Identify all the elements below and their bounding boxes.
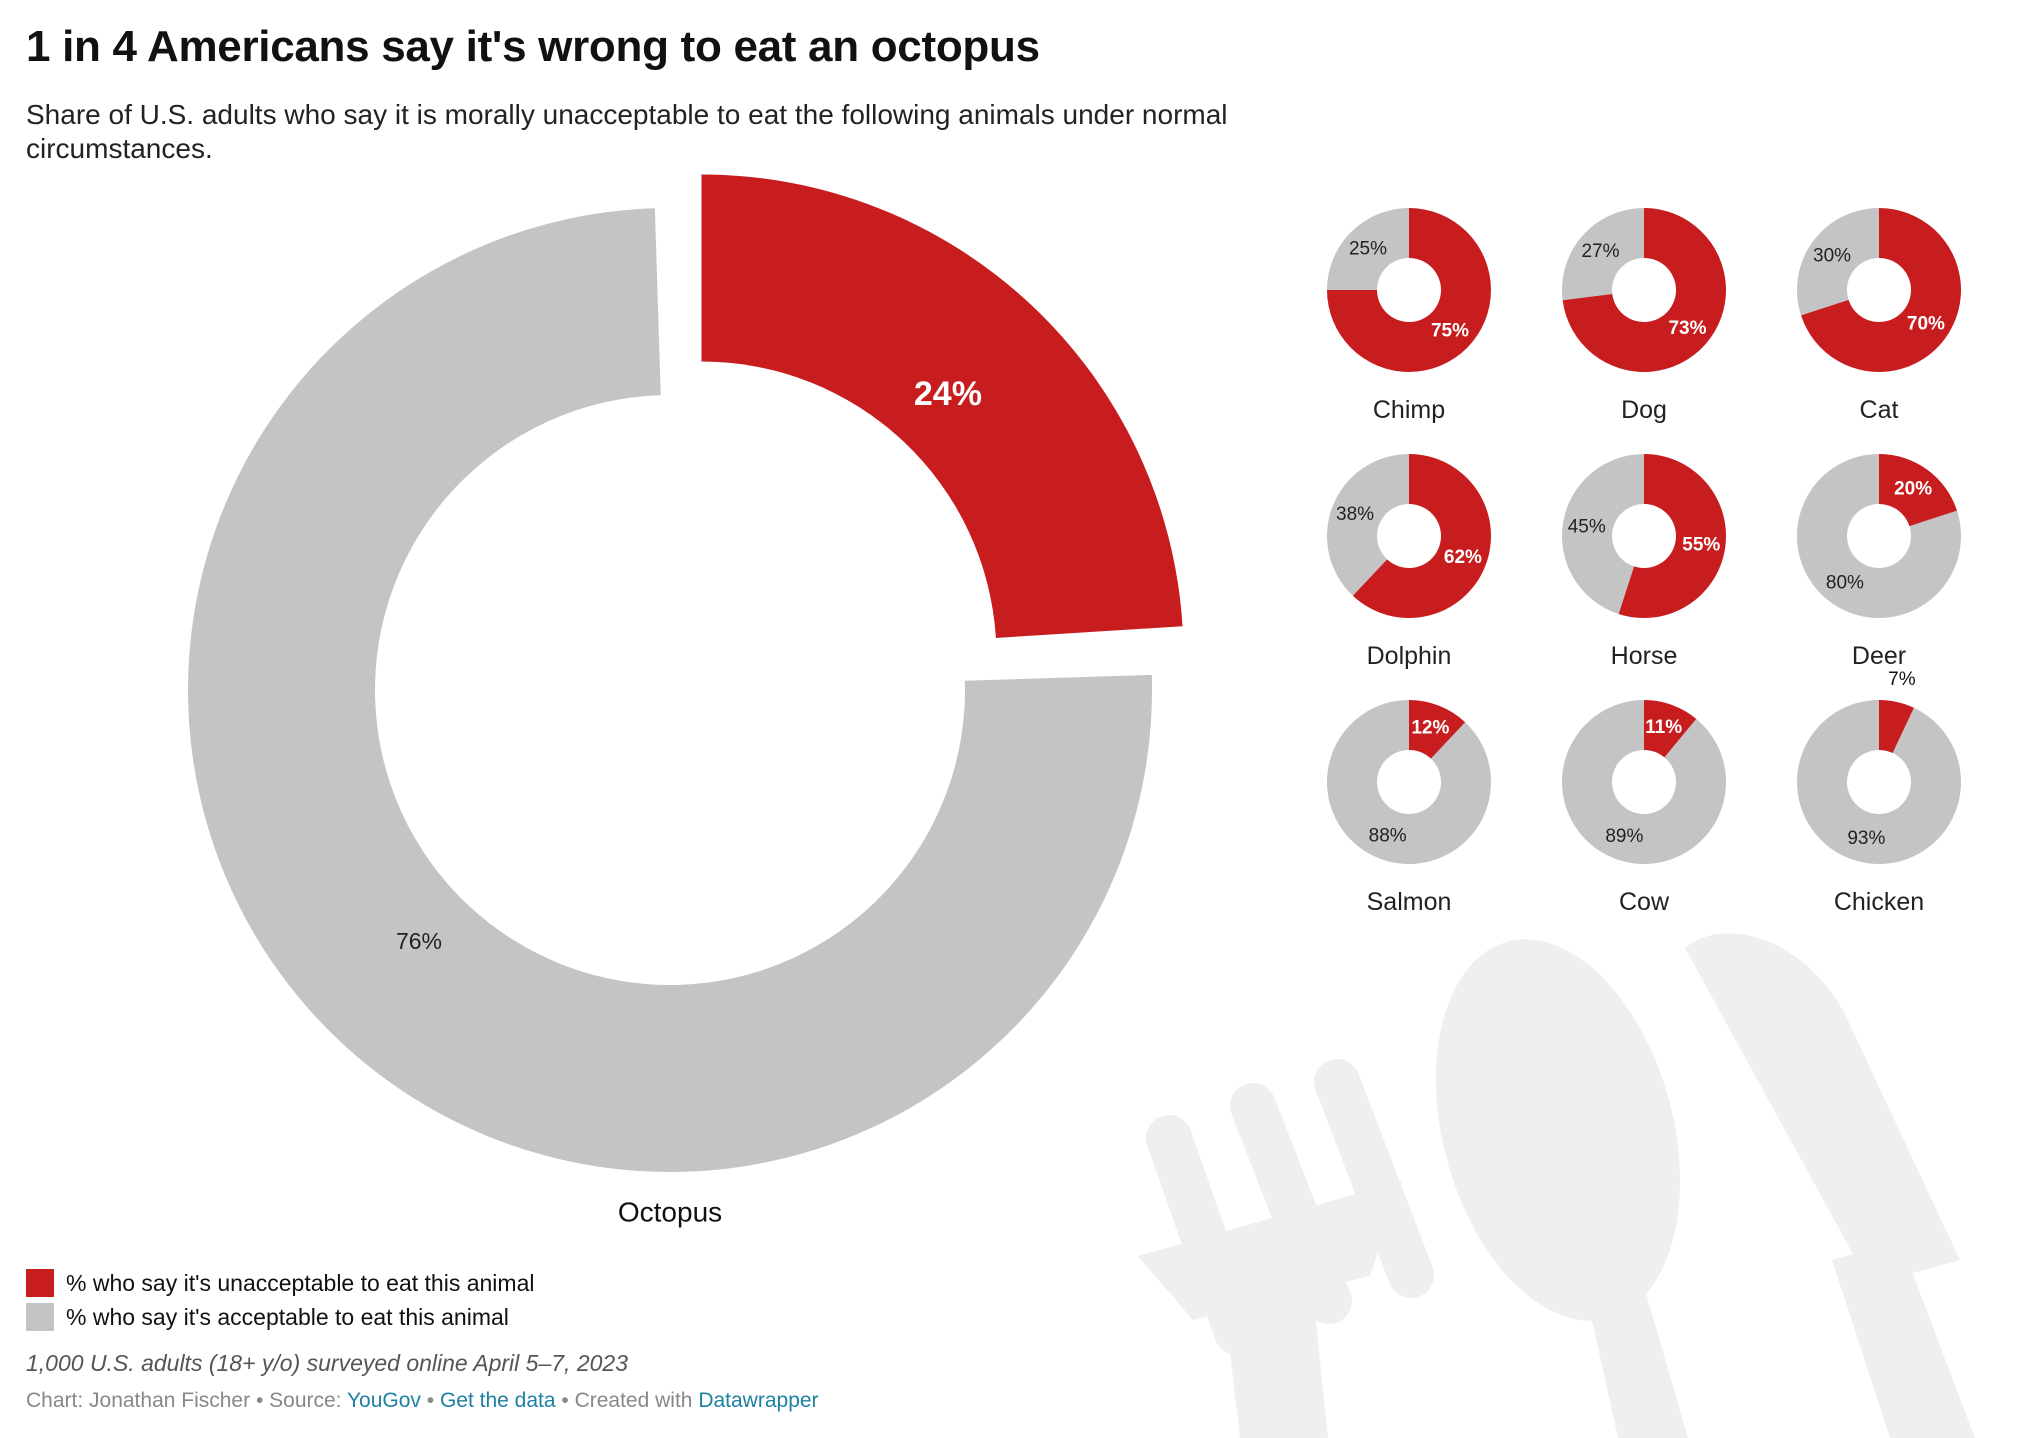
octopus-acceptable-label: 76% — [396, 928, 442, 954]
deer-category-label: Deer — [1852, 642, 1906, 670]
deer-unacceptable-slice — [1879, 454, 1957, 527]
footer: Chart: Jonathan Fischer • Source: YouGov… — [26, 1389, 819, 1413]
chart-credit: Chart: Jonathan Fischer — [26, 1389, 251, 1412]
legend-item-acceptable: % who say it's acceptable to eat this an… — [26, 1300, 534, 1334]
get-the-data-link[interactable]: Get the data — [439, 1389, 556, 1412]
legend: % who say it's unacceptable to eat this … — [26, 1266, 534, 1334]
source-prefix: Source: — [269, 1389, 347, 1412]
dog-category-label: Dog — [1621, 396, 1667, 424]
chicken-acceptable-label: 93% — [1847, 828, 1885, 849]
chimp-category-label: Chimp — [1373, 396, 1445, 424]
footer-separator: • — [250, 1389, 270, 1412]
chart-title: 1 in 4 Americans say it's wrong to eat a… — [26, 22, 1040, 71]
deer-acceptable-label: 80% — [1826, 572, 1864, 593]
chimp-acceptable-label: 25% — [1349, 238, 1387, 259]
octopus-acceptable-slice — [188, 208, 1152, 1172]
source-link[interactable]: YouGov — [346, 1389, 421, 1412]
salmon-unacceptable-label: 12% — [1411, 718, 1449, 739]
octopus-unacceptable-label: 24% — [914, 375, 982, 413]
donut-cat: 70% 30% Cat — [1796, 208, 1961, 424]
donut-cow: 11% 89% Cow — [1562, 700, 1726, 916]
cow-acceptable-label: 89% — [1605, 826, 1643, 847]
dolphin-unacceptable-slice — [1352, 454, 1492, 618]
deer-acceptable-slice — [1797, 454, 1961, 618]
horse-acceptable-label: 45% — [1568, 516, 1606, 537]
legend-label-unacceptable: % who say it's unacceptable to eat this … — [66, 1269, 535, 1296]
horse-category-label: Horse — [1611, 642, 1678, 670]
survey-note: 1,000 U.S. adults (18+ y/o) surveyed onl… — [26, 1350, 628, 1376]
knife-icon — [1685, 933, 1975, 1438]
cow-unacceptable-slice — [1644, 700, 1697, 758]
cat-unacceptable-slice — [1801, 208, 1961, 372]
salmon-acceptable-slice — [1326, 700, 1491, 864]
donut-dolphin: 62% 38% Dolphin — [1326, 454, 1492, 670]
cat-category-label: Cat — [1860, 396, 1899, 424]
dog-unacceptable-label: 73% — [1668, 318, 1706, 339]
deer-unacceptable-label: 20% — [1894, 479, 1932, 500]
donut-salmon: 12% 88% Salmon — [1326, 700, 1491, 916]
legend-swatch-acceptable — [26, 1303, 54, 1331]
cow-unacceptable-label: 11% — [1645, 717, 1682, 738]
horse-unacceptable-label: 55% — [1682, 535, 1720, 556]
cat-unacceptable-label: 70% — [1907, 314, 1945, 335]
footer-separator: • — [420, 1389, 440, 1412]
chicken-category-label: Chicken — [1834, 888, 1924, 916]
octopus-category-label: Octopus — [618, 1197, 722, 1228]
cat-acceptable-label: 30% — [1813, 245, 1851, 266]
salmon-acceptable-label: 88% — [1369, 825, 1407, 846]
fork-tine — [1230, 1083, 1352, 1324]
donut-dog: 73% 27% Dog — [1562, 208, 1726, 424]
chimp-acceptable-slice — [1327, 208, 1409, 290]
dolphin-acceptable-slice — [1326, 454, 1409, 596]
horse-acceptable-slice — [1562, 454, 1644, 614]
dolphin-acceptable-label: 38% — [1336, 504, 1374, 525]
legend-swatch-unacceptable — [26, 1269, 54, 1297]
dog-acceptable-label: 27% — [1581, 241, 1619, 262]
created-with-prefix: Created with — [574, 1389, 699, 1412]
cutlery-watermark — [1138, 933, 1975, 1438]
datawrapper-link[interactable]: Datawrapper — [698, 1389, 819, 1412]
dolphin-unacceptable-label: 62% — [1444, 547, 1482, 568]
chimp-unacceptable-label: 75% — [1431, 321, 1469, 342]
cow-category-label: Cow — [1619, 888, 1670, 916]
legend-item-unacceptable: % who say it's unacceptable to eat this … — [26, 1266, 534, 1300]
salmon-category-label: Salmon — [1367, 888, 1452, 916]
chicken-unacceptable-slice — [1879, 700, 1914, 754]
spoon-icon — [1435, 939, 1688, 1438]
donut-horse: 55% 45% Horse — [1562, 454, 1726, 670]
main-donut-chart: 24% 76% Octopus — [188, 174, 1183, 1228]
fork-tine — [1314, 1059, 1434, 1298]
small-donuts-grid: 75% 25% Chimp 73% 27% Dog 70% 30% Cat 62% 38% Dolph… — [1326, 208, 1961, 916]
octopus-unacceptable-slice — [701, 174, 1183, 638]
legend-label-acceptable: % who say it's acceptable to eat this an… — [66, 1303, 509, 1330]
fork-tine — [1146, 1115, 1260, 1355]
salmon-unacceptable-slice — [1409, 700, 1466, 759]
chart-subtitle: Share of U.S. adults who say it is moral… — [26, 99, 1228, 164]
fork-icon — [1138, 1059, 1434, 1438]
donut-deer: 20% 80% Deer — [1797, 454, 1961, 670]
chimp-unacceptable-slice — [1327, 208, 1491, 372]
donut-chimp: 75% 25% Chimp — [1327, 208, 1491, 424]
dog-unacceptable-slice — [1562, 208, 1726, 372]
footer-separator: • — [555, 1389, 575, 1412]
chicken-acceptable-slice — [1796, 699, 1961, 864]
cow-acceptable-slice — [1562, 700, 1726, 864]
dog-acceptable-slice — [1562, 208, 1644, 301]
chicken-unacceptable-label: 7% — [1888, 669, 1916, 690]
dolphin-category-label: Dolphin — [1367, 642, 1452, 670]
cat-acceptable-slice — [1796, 208, 1879, 316]
horse-unacceptable-slice — [1618, 454, 1726, 618]
donut-chicken: 7% 93% Chicken — [1796, 669, 1961, 916]
